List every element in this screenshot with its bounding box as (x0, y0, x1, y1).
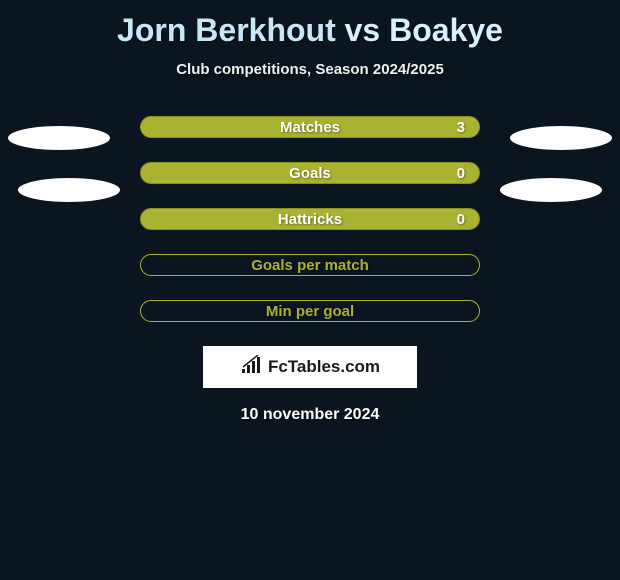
stat-label: Hattricks (278, 211, 342, 228)
stat-label: Matches (280, 119, 340, 136)
subtitle: Club competitions, Season 2024/2025 (0, 61, 620, 78)
stat-bar: Hattricks 0 (140, 208, 480, 230)
stat-bar-empty: Min per goal (140, 300, 480, 322)
bars-container: Matches 3 Goals 0 Hattricks 0 Goals per … (140, 116, 480, 322)
date-text: 10 november 2024 (0, 406, 620, 424)
decoration-ellipse-right-1 (510, 126, 612, 150)
player2-name: Boakye (389, 12, 503, 48)
stat-bar: Goals 0 (140, 162, 480, 184)
stat-bar: Matches 3 (140, 116, 480, 138)
stat-value: 0 (457, 211, 465, 228)
logo-text: FcTables.com (268, 357, 380, 377)
stat-label: Goals (289, 165, 331, 182)
stat-value: 3 (457, 119, 465, 136)
chart-area: Matches 3 Goals 0 Hattricks 0 Goals per … (0, 116, 620, 322)
decoration-ellipse-left-1 (8, 126, 110, 150)
stat-value: 0 (457, 165, 465, 182)
stat-label: Min per goal (266, 303, 354, 320)
vs-text: vs (345, 12, 381, 48)
bar-chart-icon (240, 355, 264, 380)
stat-bar-empty: Goals per match (140, 254, 480, 276)
comparison-title: Jorn Berkhout vs Boakye (0, 0, 620, 49)
logo-box: FcTables.com (203, 346, 417, 388)
player1-name: Jorn Berkhout (117, 12, 336, 48)
decoration-ellipse-right-2 (500, 178, 602, 202)
stat-label: Goals per match (251, 257, 369, 274)
decoration-ellipse-left-2 (18, 178, 120, 202)
